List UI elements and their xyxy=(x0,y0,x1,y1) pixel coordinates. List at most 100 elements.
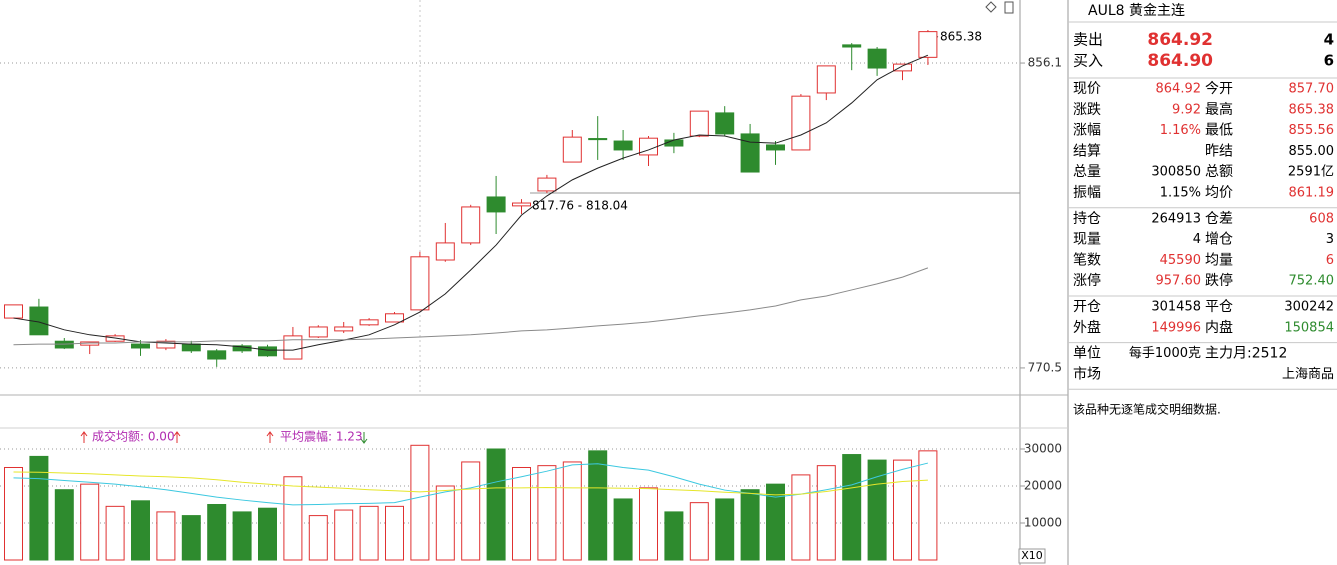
tool-icon[interactable] xyxy=(1004,1,1014,14)
volume-bar xyxy=(4,466,23,561)
volume-bar xyxy=(461,461,481,561)
volume-bar xyxy=(664,511,684,561)
volume-bar xyxy=(80,483,100,561)
volume-bar xyxy=(613,498,633,561)
volume-bar xyxy=(893,459,912,561)
scale-box xyxy=(1018,548,1046,564)
field-label: 平仓 xyxy=(1205,299,1233,315)
field-value: 300242 xyxy=(1284,300,1334,315)
field-label: 涨停 xyxy=(1073,272,1101,289)
candle-body xyxy=(893,63,912,72)
book-label: 买入 xyxy=(1073,52,1103,70)
candle-body xyxy=(740,133,760,173)
volume-bar xyxy=(918,450,938,561)
field-value: 1.16% xyxy=(1160,123,1201,138)
candle-body xyxy=(283,335,303,360)
volume-bar xyxy=(359,505,379,561)
ma-line xyxy=(13,267,929,346)
field-value: 300850 xyxy=(1151,165,1201,180)
candle-body xyxy=(308,326,328,338)
high-annotation: 865.38 xyxy=(940,30,982,44)
book-qty: 4 xyxy=(1324,31,1334,49)
volume-bar xyxy=(385,505,404,561)
y-tick-label: 770.5 xyxy=(1028,360,1062,374)
arrow-up xyxy=(80,431,88,443)
field-label: 单位 xyxy=(1073,346,1101,362)
field-label: 内盘 xyxy=(1205,319,1233,336)
indicator-label: 成交均额: 0.00 xyxy=(92,429,175,444)
field-value: 150854 xyxy=(1284,320,1334,335)
candle-body xyxy=(334,326,354,332)
field-label: 增仓 xyxy=(1205,232,1233,248)
ma-line xyxy=(13,54,929,351)
volume-bar xyxy=(334,509,354,561)
volume-bar xyxy=(435,485,455,561)
field-value: 608 xyxy=(1309,211,1334,226)
field-label: 持仓 xyxy=(1073,211,1101,227)
candle-body xyxy=(918,31,938,58)
volume-bar xyxy=(232,511,252,561)
volume-bar xyxy=(588,450,608,561)
field-value: 3 xyxy=(1326,232,1334,247)
field-value: 865.38 xyxy=(1289,102,1335,117)
volume-bar xyxy=(131,500,150,561)
candle-body xyxy=(54,340,74,349)
field-label: 开仓 xyxy=(1073,299,1101,315)
field-label: 涨跌 xyxy=(1073,102,1101,118)
field-label: 均价 xyxy=(1205,185,1233,201)
book-price: 864.92 xyxy=(1147,30,1213,50)
field-label: 涨幅 xyxy=(1073,123,1101,139)
candle-body xyxy=(791,95,811,151)
candle-body xyxy=(181,343,201,352)
candle-body xyxy=(258,346,277,357)
field-value: 149996 xyxy=(1151,320,1201,335)
field-label: 现价 xyxy=(1073,81,1101,97)
candle-body xyxy=(664,139,684,147)
field-label: 结算 xyxy=(1073,143,1101,159)
volume-bar xyxy=(537,465,557,561)
field-label: 市场 xyxy=(1073,365,1101,382)
y-tick-label: 856.1 xyxy=(1028,56,1062,70)
candle-body xyxy=(410,256,430,311)
candle-body xyxy=(867,48,887,69)
y-tick-label: 20000 xyxy=(1024,478,1062,492)
book-qty: 6 xyxy=(1324,52,1334,70)
field-value: 864.92 xyxy=(1156,82,1202,97)
field-value: 752.40 xyxy=(1289,274,1335,289)
field-label: 振幅 xyxy=(1073,185,1101,201)
ma-line xyxy=(13,462,929,506)
volume-bar xyxy=(29,455,49,561)
volume-bar xyxy=(689,502,709,561)
field-label: 主力月:2512 xyxy=(1205,346,1287,362)
field-value: 9.92 xyxy=(1172,102,1201,117)
candle-body xyxy=(435,242,455,261)
field-value: 855.00 xyxy=(1289,144,1335,159)
volume-bar xyxy=(156,511,176,561)
field-value: 45590 xyxy=(1160,253,1201,268)
volume-bar xyxy=(715,498,735,561)
ma-line xyxy=(13,471,928,496)
candle-body xyxy=(588,138,608,141)
field-label: 跌停 xyxy=(1205,272,1233,289)
candle-body xyxy=(512,202,531,207)
volume-bar xyxy=(308,515,328,561)
candle-body xyxy=(486,196,506,213)
candle-body xyxy=(689,110,709,137)
field-label: 总量 xyxy=(1073,164,1101,180)
field-value: 上海商品 xyxy=(1282,367,1334,382)
candle-body xyxy=(816,65,836,94)
range-annotation: 817.76 - 818.04 xyxy=(532,199,628,213)
candle-body xyxy=(156,340,176,349)
y-tick-label: 10000 xyxy=(1024,515,1062,529)
tool-icon[interactable] xyxy=(985,1,997,13)
volume-bar xyxy=(766,483,785,561)
candle-body xyxy=(766,144,785,151)
indicator-label: 平均震幅: 1.23 xyxy=(280,429,363,444)
volume-bar xyxy=(740,489,760,561)
arrow-up xyxy=(173,431,181,443)
volume-bar xyxy=(791,474,811,561)
field-value: 6 xyxy=(1326,253,1334,268)
candle-body xyxy=(562,136,582,163)
arrow-up xyxy=(266,431,274,443)
